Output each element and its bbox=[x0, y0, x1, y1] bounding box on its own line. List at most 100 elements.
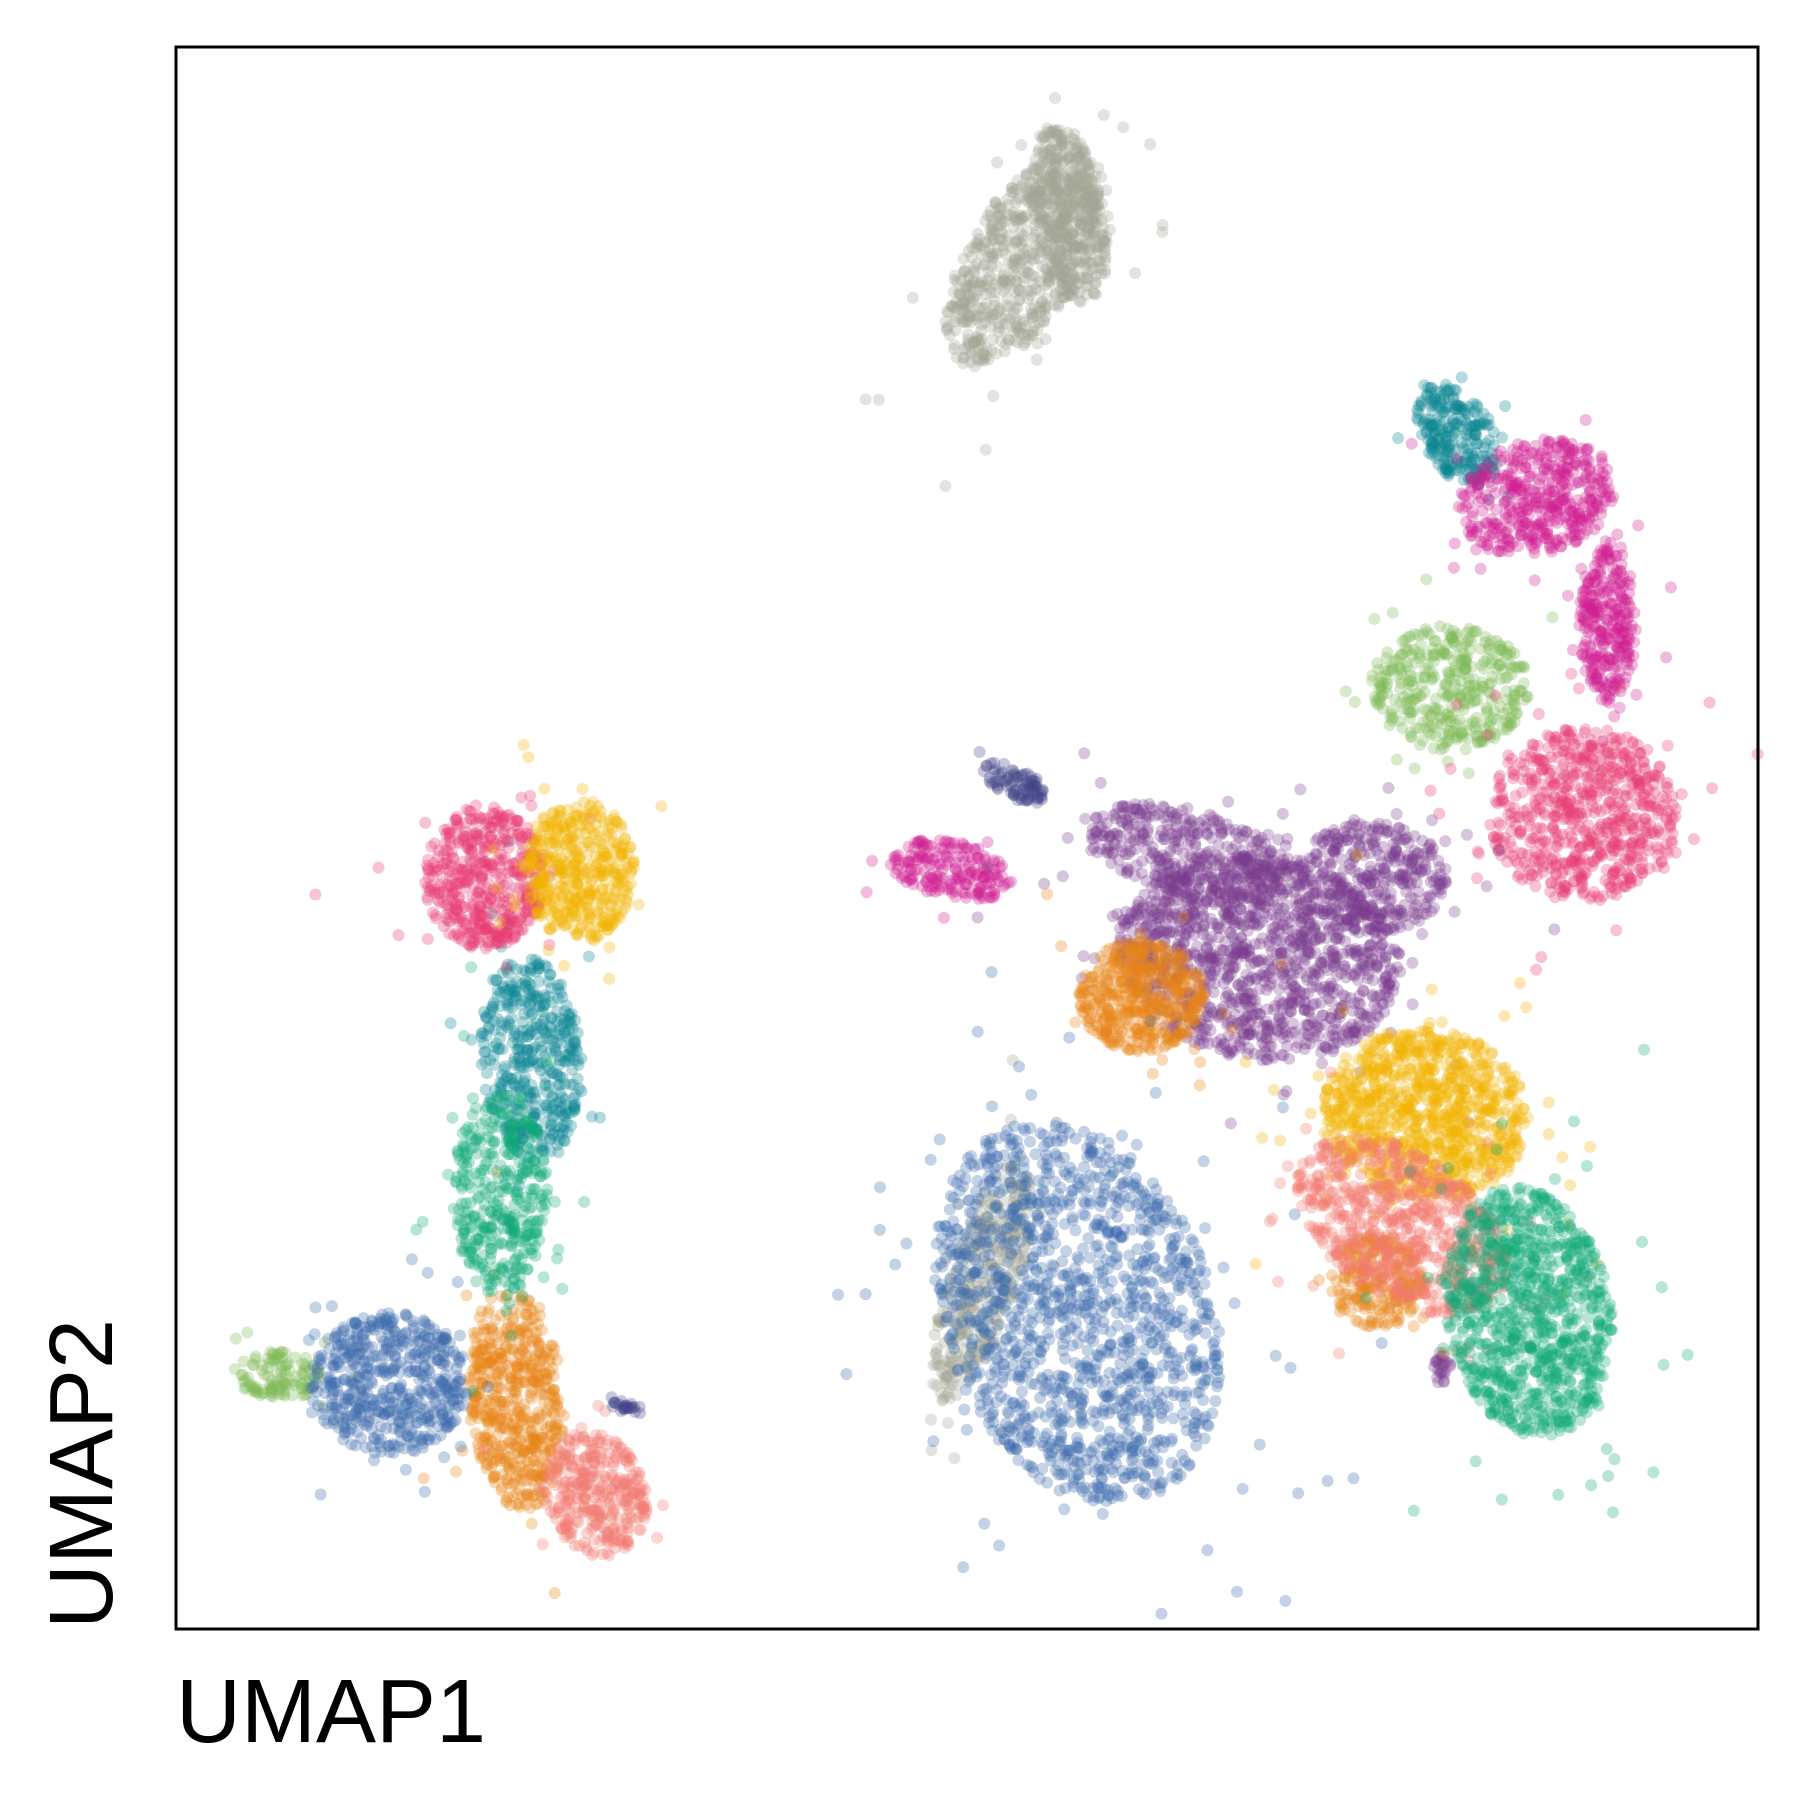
scatter-point bbox=[1348, 696, 1361, 708]
scatter-point bbox=[1611, 567, 1623, 580]
scatter-point bbox=[1049, 179, 1062, 192]
scatter-point bbox=[995, 232, 1007, 245]
scatter-point bbox=[1593, 826, 1606, 839]
scatter-point bbox=[540, 1099, 553, 1112]
scatter-point bbox=[1438, 426, 1451, 439]
scatter-point bbox=[1066, 282, 1079, 295]
scatter-point bbox=[1660, 838, 1673, 851]
scatter-point bbox=[1516, 773, 1529, 786]
scatter-point bbox=[1087, 230, 1100, 243]
scatter-point bbox=[1017, 211, 1030, 224]
scatter-point bbox=[447, 851, 459, 864]
scatter-point bbox=[440, 828, 453, 840]
scatter-point bbox=[1437, 451, 1450, 464]
scatter-point bbox=[1438, 438, 1451, 451]
scatter-point bbox=[962, 338, 975, 351]
scatter-point bbox=[1446, 630, 1458, 643]
scatter-point bbox=[532, 962, 545, 975]
scatter-point bbox=[1462, 767, 1475, 780]
scatter-point bbox=[1706, 782, 1719, 795]
scatter-point bbox=[1545, 751, 1557, 764]
scatter-point bbox=[457, 834, 470, 847]
scatter-point bbox=[1549, 731, 1562, 744]
scatter-point bbox=[1643, 862, 1656, 875]
scatter-point bbox=[979, 443, 992, 456]
scatter-point bbox=[554, 1012, 567, 1025]
scatter-point bbox=[1008, 316, 1021, 329]
scatter-point bbox=[1401, 631, 1414, 643]
scatter-point bbox=[986, 234, 999, 247]
scatter-point bbox=[1411, 412, 1424, 425]
scatter-point bbox=[1568, 525, 1581, 538]
scatter-point bbox=[1041, 271, 1054, 284]
scatter-point bbox=[1615, 596, 1628, 609]
scatter-point bbox=[1097, 109, 1110, 121]
scatter-point bbox=[1478, 441, 1491, 454]
scatter-point bbox=[1603, 490, 1616, 503]
scatter-point bbox=[1635, 850, 1648, 863]
scatter-point bbox=[1595, 764, 1608, 777]
scatter-point bbox=[1598, 469, 1611, 482]
scatter-point bbox=[1669, 846, 1682, 859]
scatter-point bbox=[1049, 92, 1061, 104]
scatter-point bbox=[1474, 562, 1487, 575]
scatter-point bbox=[1084, 241, 1096, 254]
scatter-point bbox=[446, 882, 459, 895]
scatter-point bbox=[1034, 184, 1047, 197]
scatter-point bbox=[1535, 951, 1548, 963]
scatter-point bbox=[1576, 786, 1589, 799]
scatter-point bbox=[1664, 581, 1677, 594]
scatter-point bbox=[999, 317, 1012, 330]
scatter-point bbox=[1039, 333, 1052, 346]
scatter-point bbox=[973, 355, 985, 368]
scatter-point bbox=[1002, 333, 1015, 346]
scatter-point bbox=[1084, 223, 1097, 236]
scatter-point bbox=[1021, 333, 1034, 346]
scatter-point bbox=[1075, 212, 1088, 225]
scatter-point bbox=[1617, 625, 1630, 638]
scatter-point bbox=[1578, 752, 1591, 764]
scatter-point bbox=[1046, 231, 1059, 244]
scatter-point bbox=[1392, 432, 1405, 444]
scatter-point bbox=[1478, 531, 1491, 544]
scatter-point bbox=[552, 1146, 565, 1159]
scatter-point bbox=[541, 1026, 554, 1039]
scatter-point bbox=[1046, 182, 1059, 195]
scatter-point bbox=[1543, 458, 1556, 471]
scatter-point bbox=[1451, 717, 1463, 730]
scatter-point bbox=[1057, 208, 1070, 221]
scatter-point bbox=[1618, 789, 1631, 802]
scatter-point bbox=[995, 219, 1008, 232]
scatter-point bbox=[1011, 235, 1024, 247]
scatter-point bbox=[964, 316, 977, 329]
scatter-point bbox=[960, 891, 973, 904]
scatter-point bbox=[1017, 339, 1030, 352]
scatter-point bbox=[1030, 353, 1043, 366]
scatter-point bbox=[1543, 514, 1556, 527]
scatter-point bbox=[972, 334, 985, 347]
scatter-point bbox=[264, 1345, 277, 1358]
scatter-point bbox=[1408, 762, 1421, 775]
scatter-point bbox=[482, 816, 494, 829]
scatter-point bbox=[479, 1045, 492, 1058]
scatter-point bbox=[1589, 569, 1602, 582]
scatter-point bbox=[1392, 651, 1405, 664]
scatter-point bbox=[1531, 739, 1544, 752]
scatter-point bbox=[1059, 279, 1072, 292]
scatter-point bbox=[1555, 438, 1568, 451]
scatter-point bbox=[962, 271, 975, 284]
scatter-point bbox=[1450, 452, 1463, 465]
scatter-point bbox=[486, 1003, 499, 1016]
scatter-point bbox=[1000, 235, 1013, 248]
scatter-point bbox=[1082, 190, 1095, 202]
scatter-point bbox=[1618, 811, 1631, 824]
scatter-point bbox=[512, 814, 525, 827]
scatter-point bbox=[1585, 769, 1598, 782]
scatter-point bbox=[1634, 747, 1647, 759]
scatter-point bbox=[1028, 187, 1041, 200]
scatter-point bbox=[1064, 261, 1077, 273]
scatter-point bbox=[1541, 488, 1554, 501]
scatter-point bbox=[459, 881, 472, 894]
scatter-point bbox=[1517, 758, 1530, 771]
scatter-point bbox=[1558, 738, 1571, 751]
